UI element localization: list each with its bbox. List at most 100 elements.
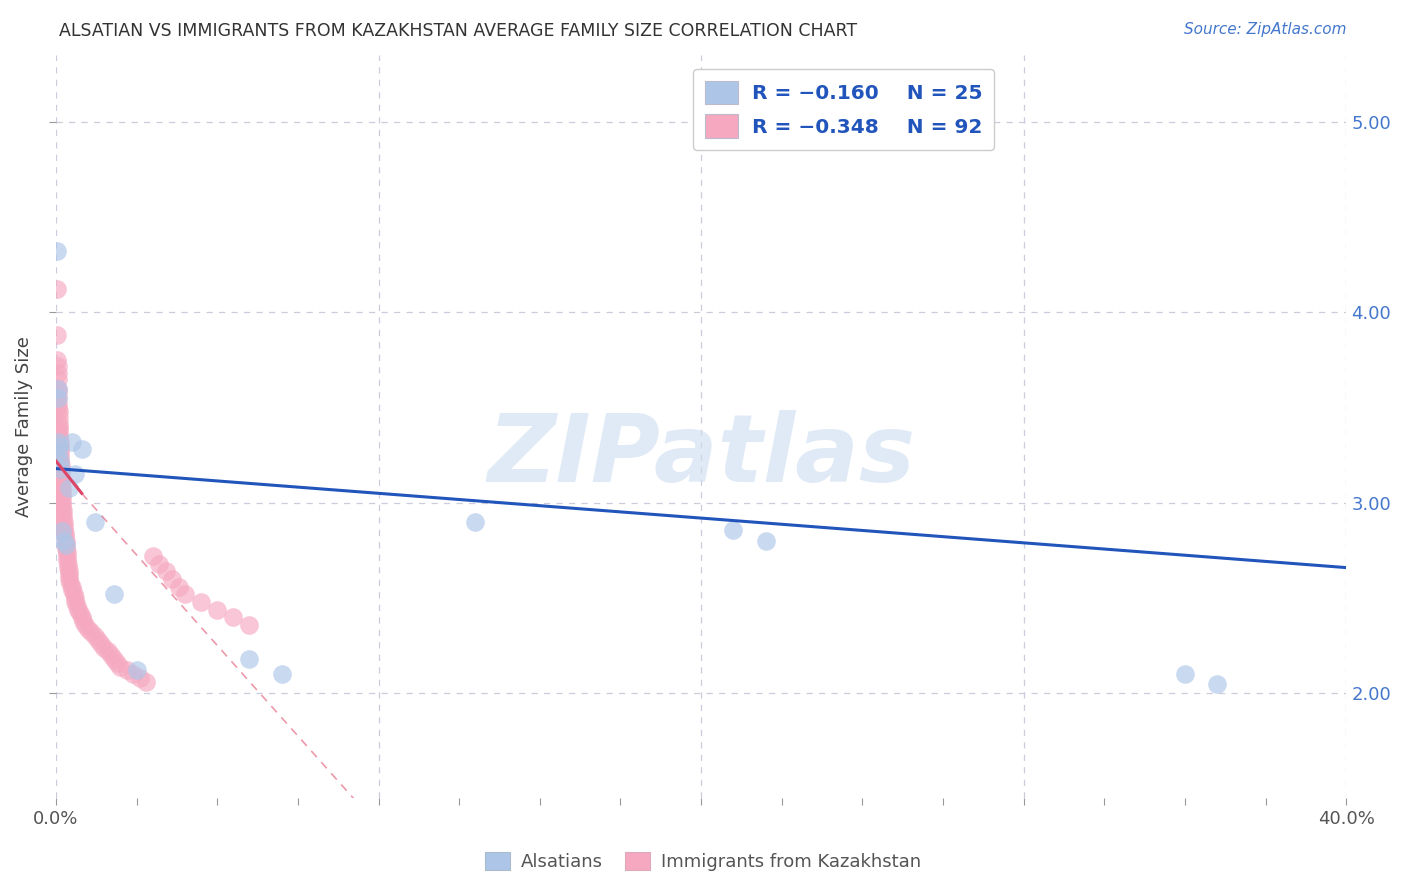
Point bbox=[56, 560, 79, 574]
Point bbox=[49, 454, 72, 468]
Point bbox=[49, 458, 72, 472]
Point bbox=[58, 565, 80, 579]
Point bbox=[49, 450, 72, 464]
Point bbox=[190, 595, 212, 609]
Point bbox=[222, 610, 245, 624]
Point bbox=[46, 366, 69, 380]
Y-axis label: Average Family Size: Average Family Size bbox=[15, 336, 32, 517]
Point bbox=[56, 553, 79, 567]
Point bbox=[65, 595, 87, 609]
Point bbox=[53, 523, 76, 537]
Point bbox=[45, 283, 67, 297]
Point bbox=[125, 664, 148, 678]
Point bbox=[122, 667, 145, 681]
Point bbox=[83, 629, 105, 643]
Point bbox=[205, 602, 228, 616]
Point bbox=[49, 454, 72, 468]
Point bbox=[53, 533, 76, 548]
Point bbox=[51, 488, 73, 502]
Point bbox=[1174, 667, 1197, 681]
Point bbox=[53, 526, 76, 541]
Point bbox=[55, 541, 77, 556]
Point bbox=[148, 557, 170, 571]
Point bbox=[160, 572, 183, 586]
Legend: R = −0.160    N = 25, R = −0.348    N = 92: R = −0.160 N = 25, R = −0.348 N = 92 bbox=[693, 69, 994, 150]
Point bbox=[49, 439, 72, 453]
Text: ZIPatlas: ZIPatlas bbox=[486, 410, 915, 502]
Point bbox=[49, 442, 72, 457]
Point bbox=[48, 439, 70, 453]
Point bbox=[48, 410, 70, 425]
Point bbox=[52, 508, 75, 522]
Point bbox=[93, 640, 115, 655]
Point bbox=[51, 500, 73, 514]
Point bbox=[46, 244, 69, 259]
Point bbox=[128, 671, 150, 685]
Point bbox=[238, 652, 260, 666]
Point bbox=[58, 572, 80, 586]
Point bbox=[58, 568, 80, 582]
Point bbox=[49, 469, 72, 483]
Point bbox=[51, 484, 73, 499]
Point bbox=[49, 461, 72, 475]
Point bbox=[105, 656, 128, 670]
Point bbox=[49, 446, 72, 460]
Point bbox=[66, 599, 89, 613]
Point bbox=[51, 481, 73, 495]
Point bbox=[755, 533, 778, 548]
Point bbox=[135, 674, 157, 689]
Point bbox=[48, 416, 70, 430]
Point bbox=[52, 511, 75, 525]
Point bbox=[52, 503, 75, 517]
Point bbox=[55, 533, 77, 548]
Point bbox=[48, 397, 70, 411]
Point bbox=[60, 583, 83, 598]
Point bbox=[62, 587, 84, 601]
Point bbox=[65, 467, 87, 482]
Point bbox=[46, 353, 69, 368]
Point bbox=[55, 538, 77, 552]
Point bbox=[52, 515, 75, 529]
Point bbox=[59, 575, 82, 590]
Text: ALSATIAN VS IMMIGRANTS FROM KAZAKHSTAN AVERAGE FAMILY SIZE CORRELATION CHART: ALSATIAN VS IMMIGRANTS FROM KAZAKHSTAN A… bbox=[59, 22, 858, 40]
Point bbox=[51, 491, 73, 506]
Point bbox=[46, 434, 69, 449]
Point bbox=[49, 434, 72, 449]
Point bbox=[55, 538, 77, 552]
Point bbox=[56, 557, 79, 571]
Point bbox=[73, 617, 96, 632]
Point bbox=[69, 607, 91, 621]
Point bbox=[48, 419, 70, 434]
Point bbox=[103, 587, 125, 601]
Point bbox=[46, 382, 69, 396]
Point bbox=[53, 530, 76, 544]
Point bbox=[90, 637, 112, 651]
Legend: Alsatians, Immigrants from Kazakhstan: Alsatians, Immigrants from Kazakhstan bbox=[478, 845, 928, 879]
Point bbox=[65, 591, 87, 606]
Point bbox=[48, 446, 70, 460]
Point bbox=[48, 404, 70, 418]
Point bbox=[58, 481, 80, 495]
Point bbox=[103, 652, 125, 666]
Point bbox=[46, 385, 69, 400]
Point bbox=[167, 580, 190, 594]
Point bbox=[48, 431, 70, 445]
Point bbox=[51, 473, 73, 487]
Point bbox=[56, 549, 79, 564]
Point bbox=[46, 391, 69, 405]
Point bbox=[100, 648, 122, 663]
Point bbox=[48, 401, 70, 415]
Point bbox=[110, 659, 132, 673]
Text: Source: ZipAtlas.com: Source: ZipAtlas.com bbox=[1184, 22, 1347, 37]
Point bbox=[115, 664, 138, 678]
Point bbox=[72, 614, 94, 628]
Point bbox=[70, 610, 93, 624]
Point bbox=[46, 372, 69, 386]
Point bbox=[1206, 677, 1229, 691]
Point bbox=[46, 359, 69, 373]
Point bbox=[48, 427, 70, 442]
Point bbox=[46, 328, 69, 343]
Point bbox=[80, 625, 103, 640]
Point bbox=[723, 523, 745, 537]
Point bbox=[155, 565, 177, 579]
